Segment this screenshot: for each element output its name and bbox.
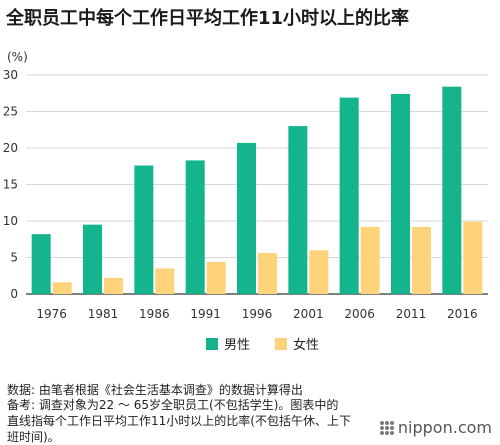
remarks-note: 备考: 调查对象为22 ～ 65岁全职员工(不包括学生)。图表中的 直线指每个工… xyxy=(7,397,351,445)
chart-title: 全职员工中每个工作日平均工作11小时以上的比率 xyxy=(6,8,410,29)
nippon-dots-icon xyxy=(379,420,394,435)
x-tick-label: 2011 xyxy=(396,307,427,321)
source-note: 数据: 由笔者根据《社会生活基本调查》的数据计算得出 xyxy=(7,383,303,397)
bar-female-2011 xyxy=(412,226,431,294)
bar-female-1976 xyxy=(52,282,72,294)
remarks-line-1: 备考: 调查对象为22 ～ 65岁全职员工(不包括学生)。图表中的 xyxy=(7,398,339,412)
y-tick-label: 5 xyxy=(10,251,18,265)
x-tick-label: 2006 xyxy=(344,307,375,321)
legend-swatch-female xyxy=(275,337,287,350)
legend-item-male: 男性 xyxy=(206,334,250,353)
x-tick-label: 2001 xyxy=(293,307,324,321)
x-tick-label: 1986 xyxy=(139,307,170,321)
brand-logo: nippon.com xyxy=(379,418,492,437)
bar-male-1991 xyxy=(185,160,205,294)
remarks-line-2: 直线指每个工作日平均工作11小时以上的比率(不包括午休、上下 xyxy=(7,414,351,428)
bar-female-2001 xyxy=(309,250,329,294)
bar-male-2006 xyxy=(339,97,359,294)
bar-female-2006 xyxy=(360,226,380,294)
chart-legend: 男性 女性 xyxy=(0,334,500,354)
bar-male-2001 xyxy=(288,126,308,294)
y-tick-label: 25 xyxy=(3,105,18,119)
bar-male-2016 xyxy=(442,86,462,295)
bar-female-1991 xyxy=(206,261,226,294)
bar-male-2011 xyxy=(391,93,410,294)
y-tick-label: 20 xyxy=(3,141,18,155)
y-tick-label: 10 xyxy=(3,214,18,228)
bar-chart: 0 5 10 15 20 25 30 1976 1981 1986 1991 1996 2001 200… xyxy=(3,68,488,321)
grid-lines xyxy=(26,74,488,295)
x-tick-label: 1976 xyxy=(36,307,67,321)
legend-swatch-male xyxy=(206,337,218,350)
x-tick-label: 2016 xyxy=(447,307,478,321)
bar-male-1996 xyxy=(237,142,256,294)
bar-male-1981 xyxy=(83,224,102,294)
y-tick-label: 15 xyxy=(3,178,18,192)
bar-female-2016 xyxy=(463,221,483,294)
remarks-line-3: 班时间)。 xyxy=(7,430,60,444)
x-tick-labels: 1976 1981 1986 1991 1996 2001 2006 2011 2016 xyxy=(36,307,477,321)
legend-label-male: 男性 xyxy=(224,338,251,353)
x-tick-label: 1981 xyxy=(88,307,119,321)
x-tick-label: 1991 xyxy=(190,307,221,321)
bar-female-1996 xyxy=(258,253,277,294)
legend-item-female: 女性 xyxy=(275,334,319,353)
x-tick-label: 1996 xyxy=(242,307,273,321)
y-axis-unit-label: (%) xyxy=(7,50,28,64)
bar-male-1986 xyxy=(134,165,154,294)
y-tick-label: 0 xyxy=(10,287,18,301)
bar-female-1986 xyxy=(155,268,175,294)
bar-male-1976 xyxy=(31,234,51,294)
legend-label-female: 女性 xyxy=(293,338,320,353)
y-tick-label: 30 xyxy=(3,68,18,82)
brand-text: nippon.com xyxy=(397,418,492,437)
bars xyxy=(31,86,483,295)
bar-female-1981 xyxy=(104,277,123,294)
y-tick-labels: 0 5 10 15 20 25 30 xyxy=(3,68,18,301)
